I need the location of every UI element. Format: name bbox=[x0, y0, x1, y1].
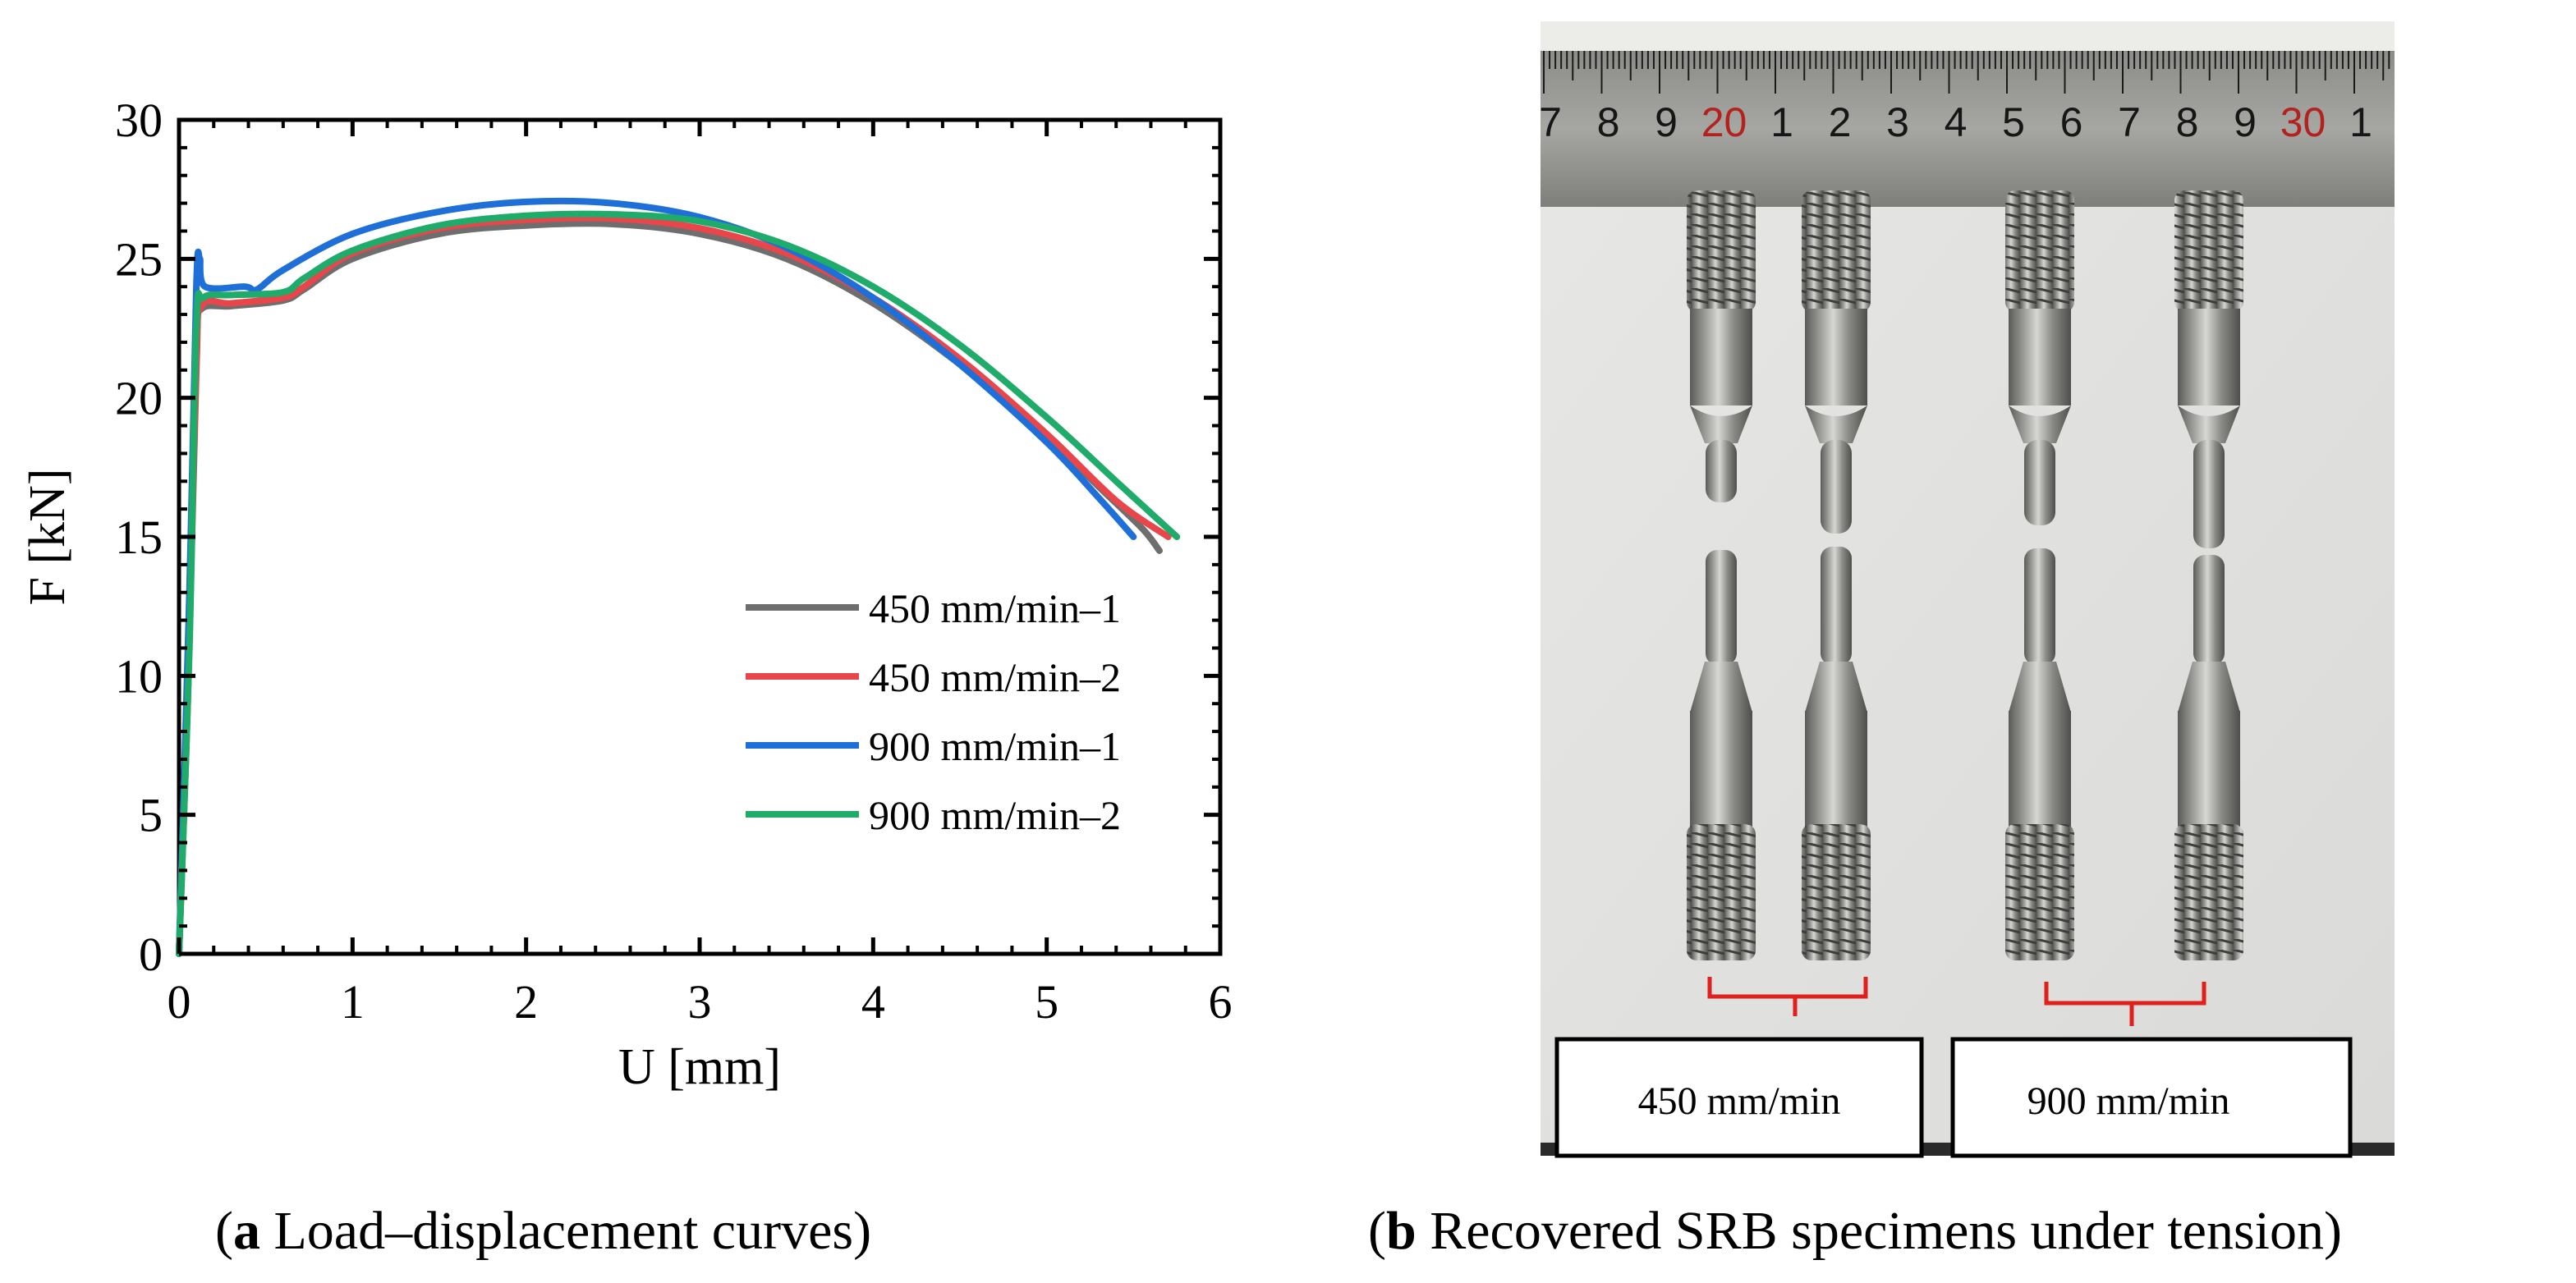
series-line-3 bbox=[176, 197, 1137, 957]
load-displacement-chart: 0 1 2 3 4 5 6 0 5 10 15 20 25 30 U [mm] F [kN] 450 mm… bbox=[20, 94, 1233, 1095]
legend-label-2: 450 mm/min–2 bbox=[869, 654, 1121, 700]
specimen-upper-shoulder bbox=[1805, 309, 1867, 406]
group-label-450: 450 mm/min bbox=[1638, 1079, 1841, 1123]
x-tick-label: 2 bbox=[514, 975, 538, 1029]
ruler-number: 4 bbox=[1945, 99, 1968, 145]
ruler-numbers: 7 8 9 20 1 2 3 4 5 6 7 8 9 30 1 bbox=[1539, 99, 2372, 145]
ruler-number: 7 bbox=[1539, 99, 1562, 145]
specimen-lower-shoulder bbox=[1805, 711, 1867, 827]
specimen-upper-shoulder bbox=[1690, 309, 1752, 406]
ruler-top-shadow bbox=[1541, 21, 2395, 51]
specimen-lower-fillet bbox=[1690, 662, 1752, 719]
caption-a-letter: a bbox=[232, 1201, 260, 1261]
ruler-number: 9 bbox=[2234, 99, 2257, 145]
y-tick-label: 30 bbox=[115, 94, 163, 147]
legend-label-3: 900 mm/min–1 bbox=[869, 723, 1121, 769]
specimen-lower-shoulder bbox=[2178, 711, 2240, 827]
y-tick-label: 25 bbox=[115, 232, 163, 286]
specimen-4 bbox=[2174, 190, 2243, 960]
group-brace-450 bbox=[1707, 977, 1868, 1016]
specimen-lower-thread bbox=[1802, 824, 1871, 960]
specimen-upper-shoulder bbox=[2009, 309, 2071, 406]
ruler bbox=[1541, 51, 2395, 207]
group-brace-900 bbox=[2044, 982, 2206, 1026]
ruler-ticks bbox=[1543, 51, 2390, 94]
specimen-upper-thread bbox=[1687, 190, 1756, 312]
y-tick-label: 0 bbox=[139, 928, 163, 981]
specimen-upper-thread bbox=[1802, 190, 1871, 312]
caption-b-letter: b bbox=[1385, 1201, 1417, 1261]
x-tick-label: 5 bbox=[1035, 975, 1058, 1029]
ruler-number: 3 bbox=[1886, 99, 1909, 145]
specimen-3 bbox=[2005, 190, 2074, 960]
specimen-upper-thread bbox=[2174, 190, 2243, 312]
specimen-lower-gauge bbox=[2024, 548, 2055, 665]
specimen-lower-fillet bbox=[1805, 662, 1867, 719]
specimen-lower-gauge bbox=[2193, 555, 2225, 665]
y-tick-label: 15 bbox=[115, 511, 163, 564]
specimen-lower-thread bbox=[1687, 824, 1756, 960]
specimen-lower-gauge bbox=[1706, 550, 1737, 665]
specimen-upper-gauge bbox=[2193, 440, 2225, 548]
specimen-1 bbox=[1687, 190, 1756, 960]
ticks-layer: 0 1 2 3 4 5 6 0 5 10 15 20 25 30 bbox=[115, 94, 1233, 1029]
specimen-2 bbox=[1802, 190, 1871, 960]
x-axis-label: U [mm] bbox=[618, 1039, 781, 1095]
ruler-number: 1 bbox=[1770, 99, 1793, 145]
specimens bbox=[1687, 190, 2243, 960]
specimen-lower-shoulder bbox=[2009, 711, 2071, 827]
group-label-900: 900 mm/min bbox=[2027, 1079, 2230, 1123]
photo-background bbox=[1541, 21, 2395, 1156]
specimen-upper-thread bbox=[2005, 190, 2074, 312]
x-tick-label: 3 bbox=[688, 975, 712, 1029]
caption-a: (a Load–displacement curves) bbox=[215, 1201, 872, 1261]
specimen-upper-fillet bbox=[1805, 406, 1867, 443]
specimen-upper-fillet bbox=[2178, 406, 2240, 443]
ruler-number: 2 bbox=[1829, 99, 1852, 145]
y-tick-label: 20 bbox=[115, 372, 163, 425]
specimen-lower-gauge bbox=[1821, 547, 1852, 665]
ruler-number: 5 bbox=[2002, 99, 2025, 145]
specimen-upper-gauge bbox=[1706, 440, 1737, 502]
caption-a-text: Load–displacement curves bbox=[259, 1201, 854, 1261]
y-axis-label: F [kN] bbox=[20, 468, 76, 605]
ruler-number: 30 bbox=[2280, 99, 2326, 145]
series-layer bbox=[176, 197, 1181, 957]
specimen-upper-gauge bbox=[2024, 440, 2055, 525]
series-line-4 bbox=[176, 210, 1181, 957]
ruler-number: 6 bbox=[2060, 99, 2083, 145]
specimen-lower-thread bbox=[2174, 824, 2243, 960]
specimen-upper-fillet bbox=[2009, 406, 2071, 443]
specimen-upper-fillet bbox=[1690, 406, 1752, 443]
y-tick-label: 5 bbox=[139, 789, 163, 842]
x-tick-label: 4 bbox=[861, 975, 885, 1029]
specimen-lower-fillet bbox=[2178, 662, 2240, 719]
specimen-lower-thread bbox=[2005, 824, 2074, 960]
y-tick-label: 10 bbox=[115, 649, 163, 703]
ruler-number: 7 bbox=[2118, 99, 2141, 145]
x-tick-label: 1 bbox=[341, 975, 365, 1029]
label-box-450 bbox=[1554, 1037, 1924, 1158]
specimen-photo: 7 8 9 20 1 2 3 4 5 6 7 8 9 30 1 450 mm/min 900 mm/min bbox=[1539, 21, 2395, 1158]
specimen-lower-shoulder bbox=[1690, 711, 1752, 827]
ruler-number: 9 bbox=[1655, 99, 1678, 145]
ruler-number: 8 bbox=[1597, 99, 1620, 145]
legend-label-4: 900 mm/min–2 bbox=[869, 792, 1121, 838]
x-tick-label: 0 bbox=[168, 975, 191, 1029]
specimen-upper-shoulder bbox=[2178, 309, 2240, 406]
ruler-number: 8 bbox=[2176, 99, 2199, 145]
legend-label-1: 450 mm/min–1 bbox=[869, 585, 1121, 631]
ruler-number: 1 bbox=[2349, 99, 2372, 145]
x-tick-label: 6 bbox=[1209, 975, 1233, 1029]
caption-b: (b Recovered SRB specimens under tension… bbox=[1368, 1201, 2342, 1261]
specimen-lower-fillet bbox=[2009, 662, 2071, 719]
specimen-upper-gauge bbox=[1821, 440, 1852, 534]
legend: 450 mm/min–1 450 mm/min–2 900 mm/min–1 900 … bbox=[746, 585, 1121, 838]
caption-b-text: Recovered SRB specimens under tension bbox=[1416, 1201, 2324, 1261]
ruler-number: 20 bbox=[1701, 99, 1747, 145]
label-box-900 bbox=[1950, 1037, 2353, 1158]
